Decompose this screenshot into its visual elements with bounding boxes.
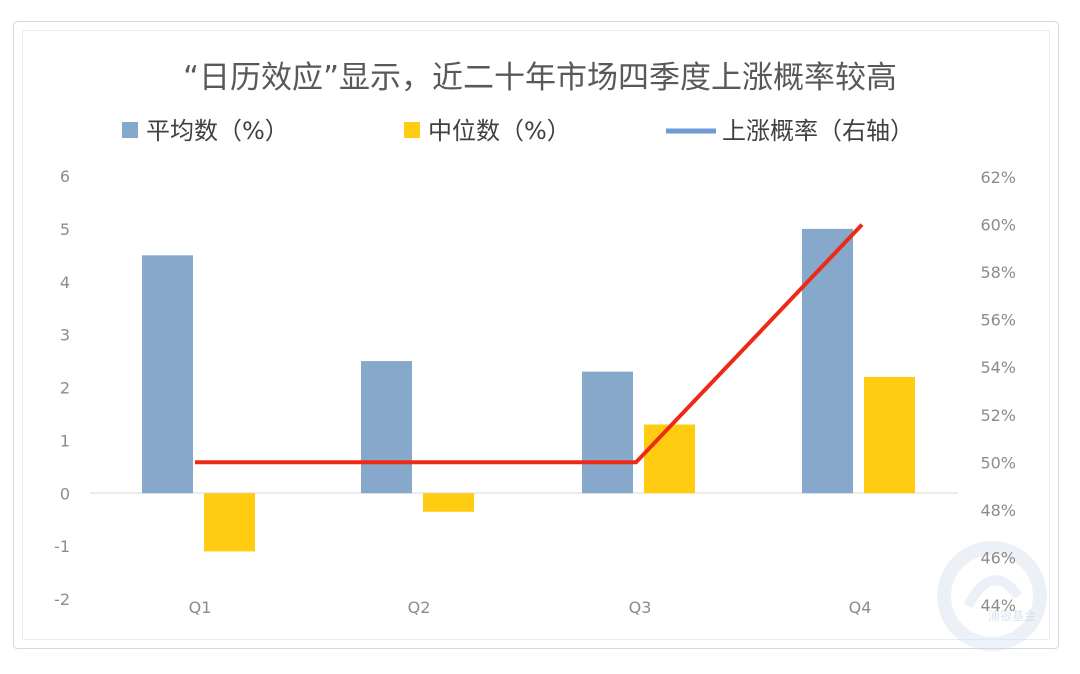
bar-mean: [142, 255, 193, 494]
right-tick-label: 54%: [980, 358, 1016, 377]
left-tick-label: -1: [54, 537, 70, 556]
watermark-logo: [937, 541, 1047, 651]
legend-swatch: [122, 122, 138, 138]
legend-item: 平均数（%）: [122, 117, 289, 145]
left-tick-label: 4: [60, 273, 70, 292]
left-tick-label: 5: [60, 220, 70, 239]
legend: 平均数（%） 中位数（%） 上涨概率（右轴）: [122, 117, 914, 145]
left-tick-label: 0: [60, 484, 70, 503]
left-axis: 6 5 4 3 2 1 0 -1 -2: [54, 167, 70, 609]
legend-label: 上涨概率（右轴）: [722, 117, 914, 145]
chart-title: “日历效应”显示，近二十年市场四季度上涨概率较高: [183, 60, 897, 96]
right-axis: 62% 60% 58% 56% 54% 52% 50% 48% 46% 44%: [980, 168, 1016, 615]
category-label: Q3: [629, 598, 652, 617]
legend-label: 中位数（%）: [428, 117, 571, 145]
bar-median: [423, 493, 474, 512]
legend-item: 中位数（%）: [404, 117, 571, 145]
category-label: Q2: [408, 598, 431, 617]
bar-median: [644, 424, 695, 494]
bar-median: [204, 493, 255, 552]
category-label: Q4: [849, 598, 872, 617]
left-tick-label: 3: [60, 326, 70, 345]
legend-swatch: [404, 122, 420, 138]
chart-inner-border: [22, 30, 1050, 640]
legend-label: 平均数（%）: [146, 117, 289, 145]
right-tick-label: 44%: [980, 596, 1016, 615]
bar-mean: [802, 228, 853, 494]
right-tick-label: 62%: [980, 168, 1016, 187]
left-tick-label: -2: [54, 590, 70, 609]
left-tick-label: 1: [60, 431, 70, 450]
right-tick-label: 60%: [980, 216, 1016, 235]
right-tick-label: 46%: [980, 548, 1016, 567]
line-up-probability: [195, 223, 864, 465]
right-tick-label: 52%: [980, 406, 1016, 425]
watermark-text: 浦银基金: [988, 608, 1036, 623]
line-series: [195, 223, 864, 465]
right-tick-label: 48%: [980, 501, 1016, 520]
legend-item: 上涨概率（右轴）: [666, 117, 914, 145]
bar-median: [864, 376, 915, 494]
bar-mean: [361, 361, 412, 494]
bars: [142, 228, 915, 552]
right-tick-label: 50%: [980, 453, 1016, 472]
category-label: Q1: [189, 598, 212, 617]
right-tick-label: 58%: [980, 263, 1016, 282]
right-tick-label: 56%: [980, 311, 1016, 330]
left-tick-label: 2: [60, 379, 70, 398]
left-tick-label: 6: [60, 167, 70, 186]
category-axis: Q1 Q2 Q3 Q4: [189, 598, 872, 617]
bar-mean: [582, 371, 633, 494]
